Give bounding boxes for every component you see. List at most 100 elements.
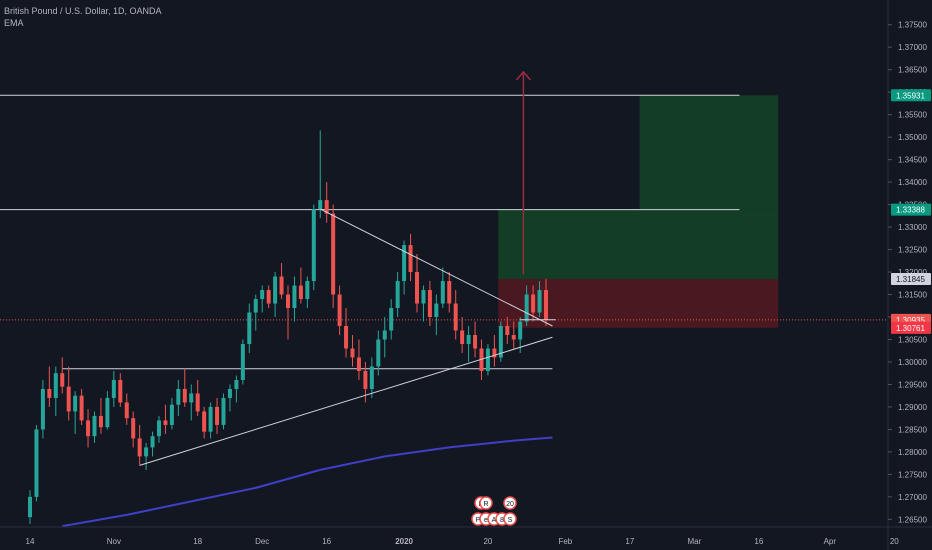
upper-trendline (320, 208, 553, 327)
position-zones (498, 95, 779, 328)
candle (473, 321, 478, 358)
candle-body (66, 386, 71, 412)
candle-body (382, 330, 387, 340)
candle-body (124, 402, 129, 419)
price-label-bg (891, 203, 931, 216)
candle-body (266, 290, 271, 304)
candle-body (485, 348, 490, 371)
candle (150, 431, 155, 457)
candle-body (286, 294, 290, 309)
profit-zone-extended (639, 95, 779, 210)
candle (92, 411, 97, 443)
event-badge[interactable]: 20 (503, 496, 517, 510)
candle (124, 393, 129, 425)
candle (221, 393, 226, 430)
candle (537, 281, 542, 318)
price-tick-label: 1.26500 (898, 515, 927, 524)
candle-body (131, 418, 136, 439)
candle (157, 415, 161, 443)
price-label-bg (891, 321, 931, 334)
candle (440, 267, 445, 309)
candle-body (215, 406, 220, 425)
candle-body (402, 245, 407, 282)
badge-text: e (484, 517, 488, 524)
time-tick-label: 17 (625, 537, 634, 546)
price-tick-label: 1.27500 (898, 470, 927, 479)
candle (544, 278, 548, 327)
candle-body (473, 334, 478, 349)
symbol-title: British Pound / U.S. Dollar, 1D, OANDA (4, 6, 162, 16)
candle (498, 321, 503, 362)
candle-body (111, 379, 116, 398)
price-tick-label: 1.31500 (898, 291, 927, 300)
candle-body (163, 420, 168, 425)
price-label-tag: 1.35931 (891, 89, 931, 102)
price-axis[interactable]: 1.26500 1.27000 1.27500 1.28000 1.28500 1.290… (887, 0, 931, 550)
candle-body (524, 294, 529, 322)
candle (466, 326, 471, 362)
candle (28, 490, 32, 524)
time-tick-label: Apr (824, 537, 837, 546)
candle-body (453, 303, 458, 331)
candle (86, 409, 91, 448)
event-badges[interactable]: D20PeA8SR (471, 496, 517, 526)
candle-body (531, 294, 536, 313)
badge-text: 20 (506, 501, 514, 508)
event-badge[interactable]: S (503, 512, 517, 526)
candle-body (324, 200, 329, 214)
candle (460, 317, 465, 353)
horizontal-levels (0, 94, 888, 370)
target-arrow (515, 70, 531, 275)
candle-body (208, 406, 213, 432)
candle-body (318, 200, 323, 210)
time-axis[interactable]: 14 Nov 18 Dec 16 2020 20 Feb 17 Mar 16 Apr 20 (0, 526, 932, 546)
candle-body (447, 281, 452, 304)
candle (485, 343, 490, 376)
price-tick-label: 1.30000 (898, 358, 927, 367)
candle (279, 263, 284, 300)
candle-body (292, 285, 297, 309)
price-label-text: 1.33388 (896, 206, 925, 215)
candle-body (240, 343, 245, 380)
candle-body (350, 348, 355, 358)
candle-body (221, 397, 226, 425)
event-badge[interactable]: R (479, 496, 493, 510)
price-label-text: 1.35931 (896, 91, 925, 100)
badge-text: A (492, 517, 497, 524)
candle (531, 285, 536, 322)
candle (395, 272, 400, 318)
candle-body (247, 312, 252, 344)
candle-body (40, 388, 45, 430)
time-tick-label: 16 (754, 537, 763, 546)
candle (311, 204, 316, 291)
candle (415, 254, 419, 313)
candle-body (518, 321, 523, 340)
candle (169, 397, 174, 430)
time-tick-label: 18 (193, 537, 202, 546)
candle (260, 285, 265, 313)
price-tick-label: 1.35500 (898, 111, 927, 120)
candle (163, 404, 168, 434)
candle-body (331, 213, 336, 295)
badge-text: 8 (500, 517, 504, 524)
candle (118, 373, 123, 407)
candle-body (189, 393, 194, 403)
candle (447, 272, 452, 313)
candle-body (544, 290, 548, 320)
candle-body (98, 415, 103, 428)
candle (266, 285, 271, 309)
candle (453, 290, 458, 340)
candle (356, 339, 361, 380)
candle-body (92, 415, 97, 437)
candle-body (202, 411, 207, 432)
chart-legend: British Pound / U.S. Dollar, 1D, OANDA E… (4, 5, 162, 29)
candle-body (356, 357, 361, 371)
candle-body (492, 348, 497, 358)
time-tick-label: 16 (322, 537, 331, 546)
time-tick-label: Feb (558, 537, 572, 546)
candle (253, 294, 258, 331)
candle (111, 370, 116, 407)
candle-body (28, 496, 32, 518)
